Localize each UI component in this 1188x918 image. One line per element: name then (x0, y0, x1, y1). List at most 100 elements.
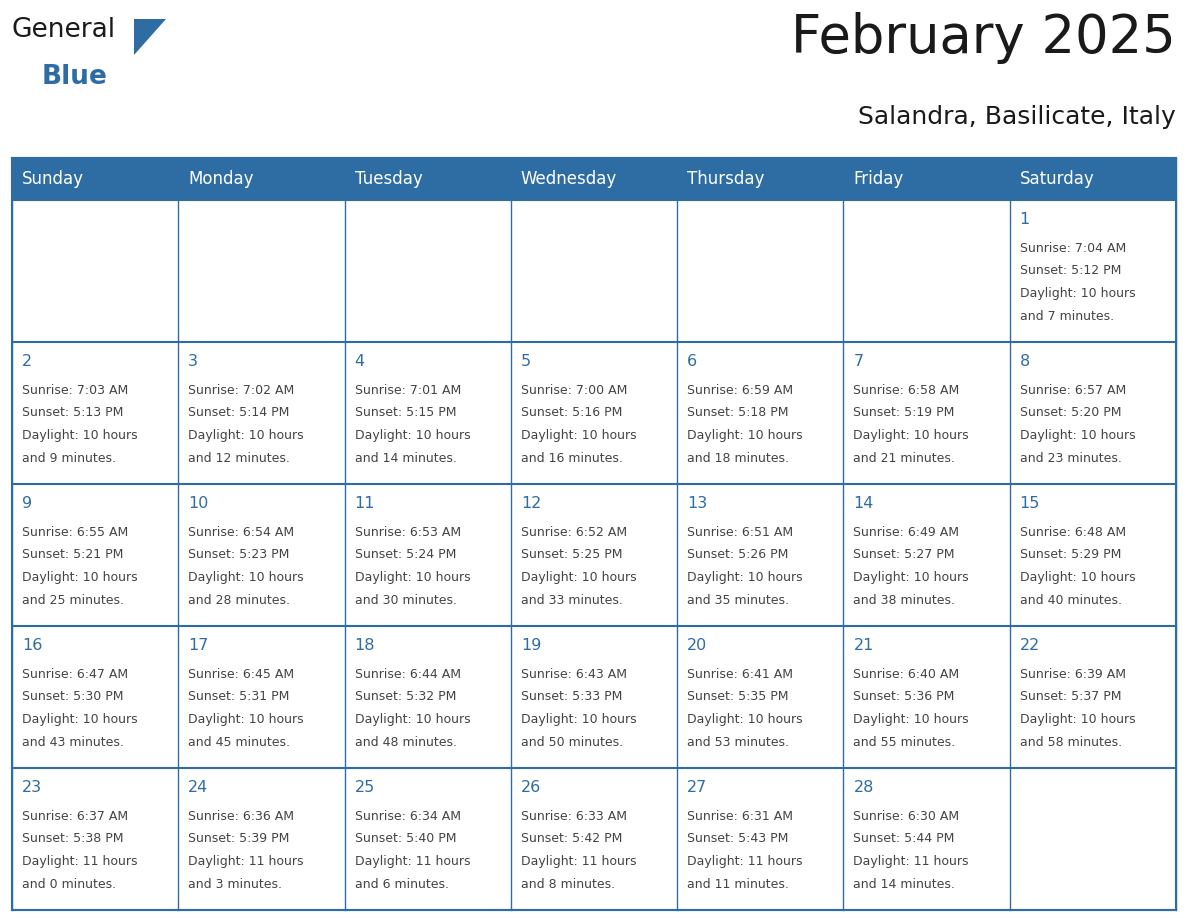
Text: 14: 14 (853, 496, 874, 511)
Text: 10: 10 (188, 496, 209, 511)
Text: 15: 15 (1019, 496, 1040, 511)
Bar (345, 200, 511, 342)
Text: and 11 minutes.: and 11 minutes. (687, 878, 789, 890)
Text: and 18 minutes.: and 18 minutes. (687, 452, 789, 465)
Text: and 16 minutes.: and 16 minutes. (520, 452, 623, 465)
Text: and 0 minutes.: and 0 minutes. (23, 878, 116, 890)
Text: Sunrise: 6:57 AM: Sunrise: 6:57 AM (1019, 384, 1126, 397)
Text: 4: 4 (354, 354, 365, 369)
Bar (677, 484, 843, 626)
Text: Sunset: 5:24 PM: Sunset: 5:24 PM (354, 548, 456, 562)
Text: Sunset: 5:38 PM: Sunset: 5:38 PM (23, 833, 124, 845)
Text: Sunrise: 6:34 AM: Sunrise: 6:34 AM (354, 810, 461, 823)
Bar (12, 626, 178, 768)
Bar (1010, 768, 1176, 910)
Text: and 25 minutes.: and 25 minutes. (23, 594, 124, 607)
Bar (843, 484, 1010, 626)
Bar (677, 626, 843, 768)
Text: and 38 minutes.: and 38 minutes. (853, 594, 955, 607)
Text: Daylight: 11 hours: Daylight: 11 hours (520, 855, 637, 868)
Text: 1: 1 (1019, 212, 1030, 227)
Text: and 33 minutes.: and 33 minutes. (520, 594, 623, 607)
Text: Daylight: 11 hours: Daylight: 11 hours (188, 855, 304, 868)
Text: Sunset: 5:13 PM: Sunset: 5:13 PM (23, 407, 124, 420)
Text: Sunset: 5:21 PM: Sunset: 5:21 PM (23, 548, 124, 562)
Text: Daylight: 10 hours: Daylight: 10 hours (687, 571, 803, 584)
Text: and 48 minutes.: and 48 minutes. (354, 735, 456, 748)
Text: Sunrise: 6:30 AM: Sunrise: 6:30 AM (853, 810, 960, 823)
Text: 13: 13 (687, 496, 707, 511)
Text: 23: 23 (23, 780, 42, 795)
Text: Monday: Monday (188, 170, 254, 188)
Text: Sunrise: 7:02 AM: Sunrise: 7:02 AM (188, 384, 295, 397)
Text: Sunrise: 6:53 AM: Sunrise: 6:53 AM (354, 526, 461, 539)
Bar (843, 342, 1010, 484)
Text: Saturday: Saturday (1019, 170, 1094, 188)
Text: Daylight: 10 hours: Daylight: 10 hours (188, 713, 304, 726)
Text: Daylight: 10 hours: Daylight: 10 hours (1019, 571, 1136, 584)
Text: 12: 12 (520, 496, 542, 511)
Bar (511, 200, 677, 342)
Bar (12, 158, 1176, 200)
Text: 26: 26 (520, 780, 541, 795)
Bar (12, 200, 178, 342)
Bar (1010, 626, 1176, 768)
Bar (12, 768, 178, 910)
Text: Sunset: 5:26 PM: Sunset: 5:26 PM (687, 548, 789, 562)
Text: Wednesday: Wednesday (520, 170, 617, 188)
Text: Sunrise: 6:41 AM: Sunrise: 6:41 AM (687, 668, 794, 681)
Bar (1010, 200, 1176, 342)
Text: Daylight: 10 hours: Daylight: 10 hours (520, 571, 637, 584)
Text: Sunrise: 6:40 AM: Sunrise: 6:40 AM (853, 668, 960, 681)
Text: Sunrise: 7:04 AM: Sunrise: 7:04 AM (1019, 242, 1126, 255)
Text: 20: 20 (687, 638, 707, 653)
Text: 17: 17 (188, 638, 209, 653)
Bar (677, 200, 843, 342)
Text: 21: 21 (853, 638, 874, 653)
Bar (1010, 484, 1176, 626)
Text: Sunrise: 6:48 AM: Sunrise: 6:48 AM (1019, 526, 1126, 539)
Text: Sunrise: 7:03 AM: Sunrise: 7:03 AM (23, 384, 128, 397)
Text: Sunset: 5:36 PM: Sunset: 5:36 PM (853, 690, 955, 703)
Text: and 35 minutes.: and 35 minutes. (687, 594, 789, 607)
Bar (843, 200, 1010, 342)
Bar (178, 484, 345, 626)
Text: Sunset: 5:14 PM: Sunset: 5:14 PM (188, 407, 290, 420)
Bar (345, 768, 511, 910)
Text: and 14 minutes.: and 14 minutes. (354, 452, 456, 465)
Bar (677, 768, 843, 910)
Text: Sunset: 5:27 PM: Sunset: 5:27 PM (853, 548, 955, 562)
Text: General: General (12, 17, 116, 43)
Text: Sunrise: 6:47 AM: Sunrise: 6:47 AM (23, 668, 128, 681)
Text: Sunset: 5:23 PM: Sunset: 5:23 PM (188, 548, 290, 562)
Text: and 55 minutes.: and 55 minutes. (853, 735, 955, 748)
Text: Sunrise: 6:58 AM: Sunrise: 6:58 AM (853, 384, 960, 397)
Text: and 30 minutes.: and 30 minutes. (354, 594, 456, 607)
Text: and 53 minutes.: and 53 minutes. (687, 735, 789, 748)
Text: Sunrise: 6:59 AM: Sunrise: 6:59 AM (687, 384, 794, 397)
Text: 25: 25 (354, 780, 375, 795)
Text: 24: 24 (188, 780, 209, 795)
Text: 6: 6 (687, 354, 697, 369)
Text: Sunrise: 6:43 AM: Sunrise: 6:43 AM (520, 668, 627, 681)
Bar (345, 626, 511, 768)
Text: and 9 minutes.: and 9 minutes. (23, 452, 116, 465)
Bar (1010, 342, 1176, 484)
Text: Sunset: 5:40 PM: Sunset: 5:40 PM (354, 833, 456, 845)
Text: and 58 minutes.: and 58 minutes. (1019, 735, 1121, 748)
Text: Daylight: 10 hours: Daylight: 10 hours (23, 429, 138, 442)
Text: Sunset: 5:30 PM: Sunset: 5:30 PM (23, 690, 124, 703)
Text: and 45 minutes.: and 45 minutes. (188, 735, 290, 748)
Bar (345, 484, 511, 626)
Text: Sunset: 5:37 PM: Sunset: 5:37 PM (1019, 690, 1121, 703)
Text: and 6 minutes.: and 6 minutes. (354, 878, 449, 890)
Bar (843, 768, 1010, 910)
Text: Daylight: 10 hours: Daylight: 10 hours (188, 429, 304, 442)
Text: and 21 minutes.: and 21 minutes. (853, 452, 955, 465)
Text: Sunset: 5:31 PM: Sunset: 5:31 PM (188, 690, 290, 703)
Text: and 40 minutes.: and 40 minutes. (1019, 594, 1121, 607)
Text: Sunset: 5:15 PM: Sunset: 5:15 PM (354, 407, 456, 420)
Text: Daylight: 10 hours: Daylight: 10 hours (188, 571, 304, 584)
Text: Sunset: 5:29 PM: Sunset: 5:29 PM (1019, 548, 1121, 562)
Text: Daylight: 11 hours: Daylight: 11 hours (853, 855, 969, 868)
